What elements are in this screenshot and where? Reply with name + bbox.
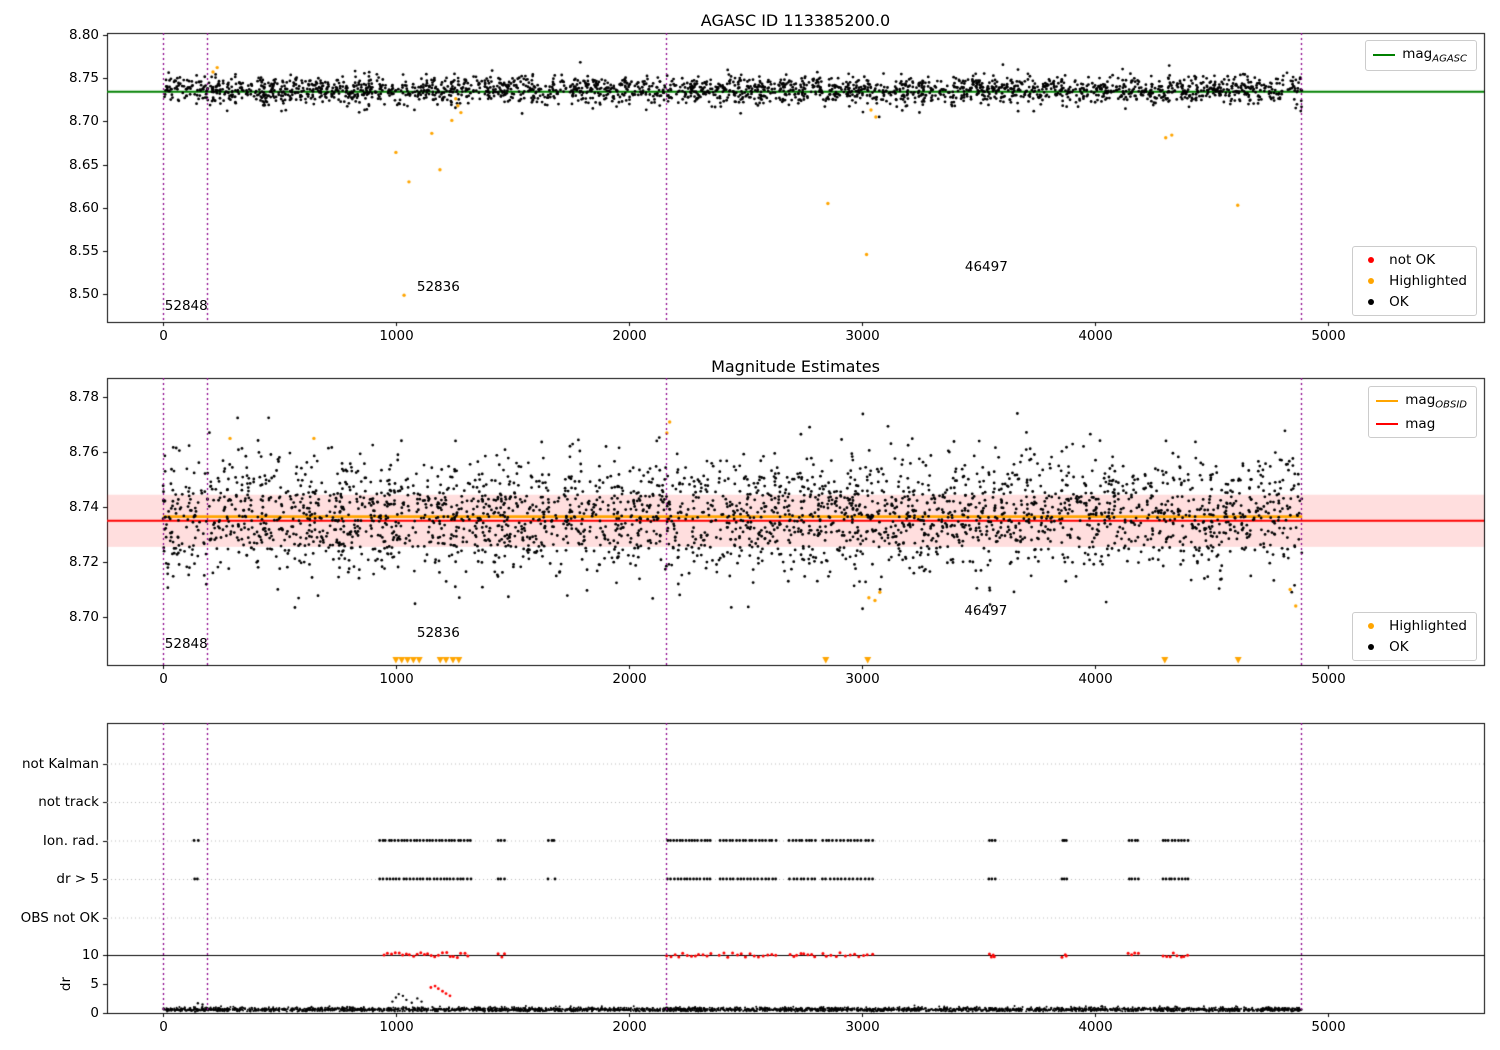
y-tick-label: 8.60: [68, 199, 99, 216]
x-tick-label: 5000: [1311, 1019, 1346, 1035]
annotation-obsid-46497: 46497: [964, 258, 1008, 275]
y-tick-label: 8.72: [68, 554, 99, 570]
legend-item-ok: OK: [1360, 294, 1467, 310]
legend-item-mag-obsid: magOBSID: [1376, 392, 1467, 411]
x-tick-label: 1000: [379, 671, 414, 687]
x-tick-label: 3000: [845, 328, 880, 344]
legend-dot-swatch: [1360, 623, 1382, 629]
legend-marker-dot-icon: [1368, 278, 1375, 284]
annotation-obsid-46497: 46497: [964, 603, 1008, 620]
panel-agasc-title: AGASC ID 113385200.0: [700, 11, 891, 30]
legend-item-not-ok: not OK: [1360, 252, 1467, 268]
legend-label-subscript: AGASC: [1432, 53, 1467, 65]
legend-dot-swatch: [1360, 644, 1382, 650]
x-tick-label: 2000: [612, 328, 647, 344]
legend-item-ok: OK: [1360, 639, 1467, 655]
flag-category-label: OBS not OK: [20, 909, 99, 926]
y-tick-label: 8.80: [68, 26, 99, 43]
y-tick-label: 8.50: [68, 286, 99, 303]
legend-line-swatch: [1373, 54, 1396, 57]
x-tick-label: 3000: [845, 671, 880, 687]
legend-label: Highlighted: [1389, 618, 1467, 634]
x-tick-label: 1000: [379, 328, 414, 344]
y-tick-label: 8.78: [68, 389, 99, 406]
legend-label: Highlighted: [1389, 273, 1467, 289]
x-tick-label: 5000: [1311, 671, 1346, 687]
dr-tick-label: 0: [90, 1004, 99, 1021]
annotation-obsid-52836: 52836: [416, 625, 460, 642]
flag-category-label: not track: [38, 794, 99, 810]
legend-box: magAGASC: [1365, 40, 1477, 71]
x-tick-label: 4000: [1078, 1019, 1113, 1035]
flag-category-label: not Kalman: [21, 755, 99, 772]
legend-item-highlighted: Highlighted: [1360, 273, 1467, 289]
legend-line-swatch: [1376, 422, 1399, 425]
x-tick-label: 2000: [612, 1019, 647, 1035]
legend-marker-dot-icon: [1368, 623, 1375, 629]
legend-label: mag: [1405, 415, 1436, 432]
legend-label: OK: [1389, 294, 1409, 310]
legend-dot-swatch: [1360, 257, 1382, 263]
legend-dot-swatch: [1360, 299, 1382, 305]
legend-label: not OK: [1389, 252, 1436, 268]
x-tick-label: 4000: [1078, 671, 1113, 687]
x-tick-label: 5000: [1311, 328, 1346, 344]
y-tick-label: 8.55: [68, 243, 99, 260]
annotation-obsid-52836: 52836: [416, 279, 460, 296]
legend-box: magOBSID mag: [1368, 386, 1477, 438]
flag-category-label: dr > 5: [56, 871, 99, 887]
x-tick-label: 4000: [1078, 328, 1113, 344]
legend-label: magAGASC: [1402, 46, 1467, 65]
legend-marker-dot-icon: [1368, 644, 1375, 650]
y-tick-label: 8.65: [68, 156, 99, 173]
x-tick-label: 1000: [379, 1019, 414, 1035]
annotation-obsid-52848: 52848: [164, 298, 208, 315]
legend-item-mag-agasc: magAGASC: [1373, 46, 1467, 65]
y-tick-label: 8.70: [68, 113, 99, 130]
legend-item-mag: mag: [1376, 416, 1467, 432]
x-tick-label: 0: [159, 671, 168, 687]
y-tick-label: 8.76: [68, 444, 99, 461]
x-tick-label: 3000: [845, 1019, 880, 1035]
legend-box: not OK Highlighted OK: [1352, 246, 1477, 316]
dr-tick-label: 5: [90, 975, 99, 992]
x-tick-label: 0: [159, 328, 168, 344]
legend-box: Highlighted OK: [1352, 612, 1477, 661]
panel-magnitude-estimates-title: Magnitude Estimates: [711, 357, 880, 376]
legend-marker-dot-icon: [1368, 257, 1375, 263]
y-tick-label: 8.70: [68, 608, 99, 625]
flag-category-label: Ion. rad.: [42, 832, 99, 849]
x-tick-label: 0: [159, 1019, 168, 1035]
dr-axis-label: dr: [58, 976, 74, 991]
legend-marker-dot-icon: [1368, 299, 1375, 305]
legend-dot-swatch: [1360, 278, 1382, 284]
legend-label-subscript: OBSID: [1435, 399, 1467, 411]
x-tick-label: 2000: [612, 671, 647, 687]
legend-label: OK: [1389, 639, 1409, 655]
legend-line-swatch: [1376, 400, 1399, 403]
y-tick-label: 8.74: [68, 499, 99, 516]
dr-tick-label: 10: [81, 947, 99, 963]
y-tick-label: 8.75: [68, 69, 99, 86]
legend-label: magOBSID: [1405, 392, 1467, 411]
legend-item-highlighted: Highlighted: [1360, 618, 1467, 634]
annotation-obsid-52848: 52848: [164, 636, 208, 653]
